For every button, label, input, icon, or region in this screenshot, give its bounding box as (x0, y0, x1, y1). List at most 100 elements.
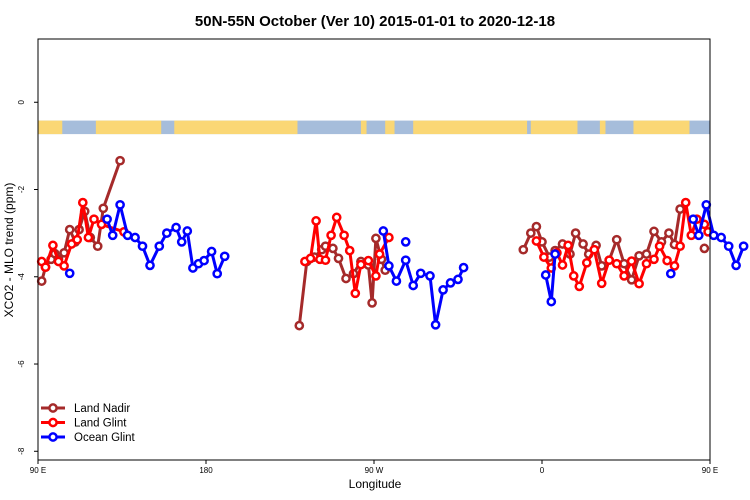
legend-label: Land Nadir (74, 403, 130, 415)
series-ocean-glint (64, 199, 749, 330)
data-point-land-nadir (328, 243, 338, 254)
data-point-land-nadir (341, 273, 351, 284)
data-point-ocean-glint (540, 270, 551, 280)
data-point-ocean-glint (122, 230, 133, 241)
data-point-ocean-glint (102, 214, 112, 225)
data-point-ocean-glint (430, 319, 441, 330)
data-point-ocean-glint (731, 260, 741, 271)
legend-item-ocean-glint: Ocean Glint (41, 432, 136, 444)
data-point-land-glint (596, 278, 607, 289)
data-point-ocean-glint (425, 271, 435, 281)
data-point-ocean-glint (438, 285, 448, 295)
y-axis: 0 -2 -4 -6 -8 (17, 99, 38, 455)
x-tick-label: 90 E (702, 466, 718, 475)
data-point-land-nadir (294, 320, 305, 331)
data-point-ocean-glint (391, 276, 402, 286)
data-point-ocean-glint (665, 268, 676, 279)
data-point-land-glint (619, 271, 629, 281)
data-point-land-glint (574, 281, 585, 292)
data-point-land-glint (350, 288, 361, 299)
data-point-land-glint (356, 259, 366, 270)
y-tick-label: -6 (17, 360, 26, 368)
x-tick-label: 180 (199, 466, 213, 475)
x-tick-label: 0 (540, 466, 545, 475)
x-axis: 90 E 180 90 W 0 90 E (30, 460, 718, 475)
data-point-land-nadir (36, 276, 47, 286)
legend-item-land-nadir: Land Nadir (41, 403, 130, 415)
data-point-ocean-glint (107, 230, 118, 241)
data-point-ocean-glint (716, 232, 727, 243)
data-point-land-glint (531, 236, 542, 246)
data-point-land-glint (344, 245, 355, 256)
data-point-ocean-glint (384, 261, 394, 271)
data-point-ocean-glint (212, 268, 223, 279)
data-point-land-glint (539, 252, 549, 262)
legend-item-land-glint: Land Glint (41, 418, 127, 430)
data-point-land-glint (363, 255, 374, 266)
data-point-land-glint (59, 261, 69, 271)
data-point-land-glint (320, 255, 331, 266)
data-point-ocean-glint (453, 274, 463, 285)
data-point-land-glint (83, 232, 94, 243)
legend-label: Land Glint (74, 418, 127, 430)
legend-swatch-marker (48, 403, 58, 413)
data-point-land-glint (568, 271, 579, 281)
legend: Land Nadir Land Glint Ocean Glint (41, 403, 136, 444)
data-point-ocean-glint (688, 214, 699, 225)
data-point-land-nadir (578, 239, 588, 249)
data-point-land-nadir (518, 244, 529, 255)
data-point-land-nadir (98, 203, 109, 214)
data-point-ocean-glint (723, 241, 734, 252)
data-point-land-nadir (611, 234, 622, 245)
data-point-land-glint (371, 271, 381, 281)
data-point-land-glint (675, 241, 685, 252)
legend-label: Ocean Glint (74, 432, 136, 444)
data-point-land-glint (48, 240, 58, 251)
series-land-glint (36, 197, 713, 299)
data-point-land-glint (626, 256, 637, 266)
data-point-land-nadir (525, 228, 536, 238)
data-point-land-glint (611, 258, 622, 269)
data-point-land-nadir (64, 224, 75, 235)
data-point-land-nadir (619, 258, 629, 269)
data-point-ocean-glint (458, 262, 469, 273)
y-tick-label: -8 (17, 447, 26, 455)
data-point-land-nadir (641, 249, 652, 259)
data-point-ocean-glint (199, 255, 209, 266)
y-axis-label: XCO2 - MLO trend (ppm) (2, 183, 16, 318)
data-point-ocean-glint (176, 237, 187, 247)
data-point-land-glint (680, 197, 691, 208)
data-point-ocean-glint (145, 260, 155, 271)
chart-title: 50N-55N October (Ver 10) 2015-01-01 to 2… (195, 13, 555, 30)
land-strip-segment (633, 120, 690, 135)
data-point-ocean-glint (219, 251, 230, 262)
data-point-land-glint (557, 260, 568, 270)
data-point-land-glint (305, 253, 316, 264)
data-point-land-nadir (371, 233, 381, 244)
data-point-ocean-glint (130, 232, 140, 243)
data-point-ocean-glint (154, 241, 165, 252)
data-point-land-glint (581, 257, 592, 268)
land-strip-segment (360, 120, 367, 135)
data-point-land-glint (96, 219, 107, 230)
data-point-land-glint (72, 234, 83, 245)
data-point-land-nadir (699, 243, 710, 254)
data-point-land-glint (77, 197, 88, 208)
data-point-land-glint (339, 230, 349, 241)
data-point-ocean-glint (400, 255, 411, 266)
data-point-land-nadir (634, 250, 644, 261)
x-tick-label: 90 W (365, 466, 384, 475)
data-point-ocean-glint (708, 230, 719, 241)
y-tick-label: -2 (17, 185, 26, 193)
data-point-ocean-glint (378, 226, 389, 236)
data-point-land-glint (662, 255, 672, 266)
x-tick-label: 90 E (30, 466, 46, 475)
data-point-land-nadir (531, 221, 542, 232)
land-strip-segment (95, 120, 162, 135)
data-point-ocean-glint (64, 268, 75, 279)
data-point-land-glint (686, 230, 697, 241)
data-point-ocean-glint (738, 241, 749, 252)
legend-swatch-marker (48, 417, 58, 428)
data-point-land-nadir (333, 253, 344, 264)
data-point-ocean-glint (182, 226, 193, 236)
